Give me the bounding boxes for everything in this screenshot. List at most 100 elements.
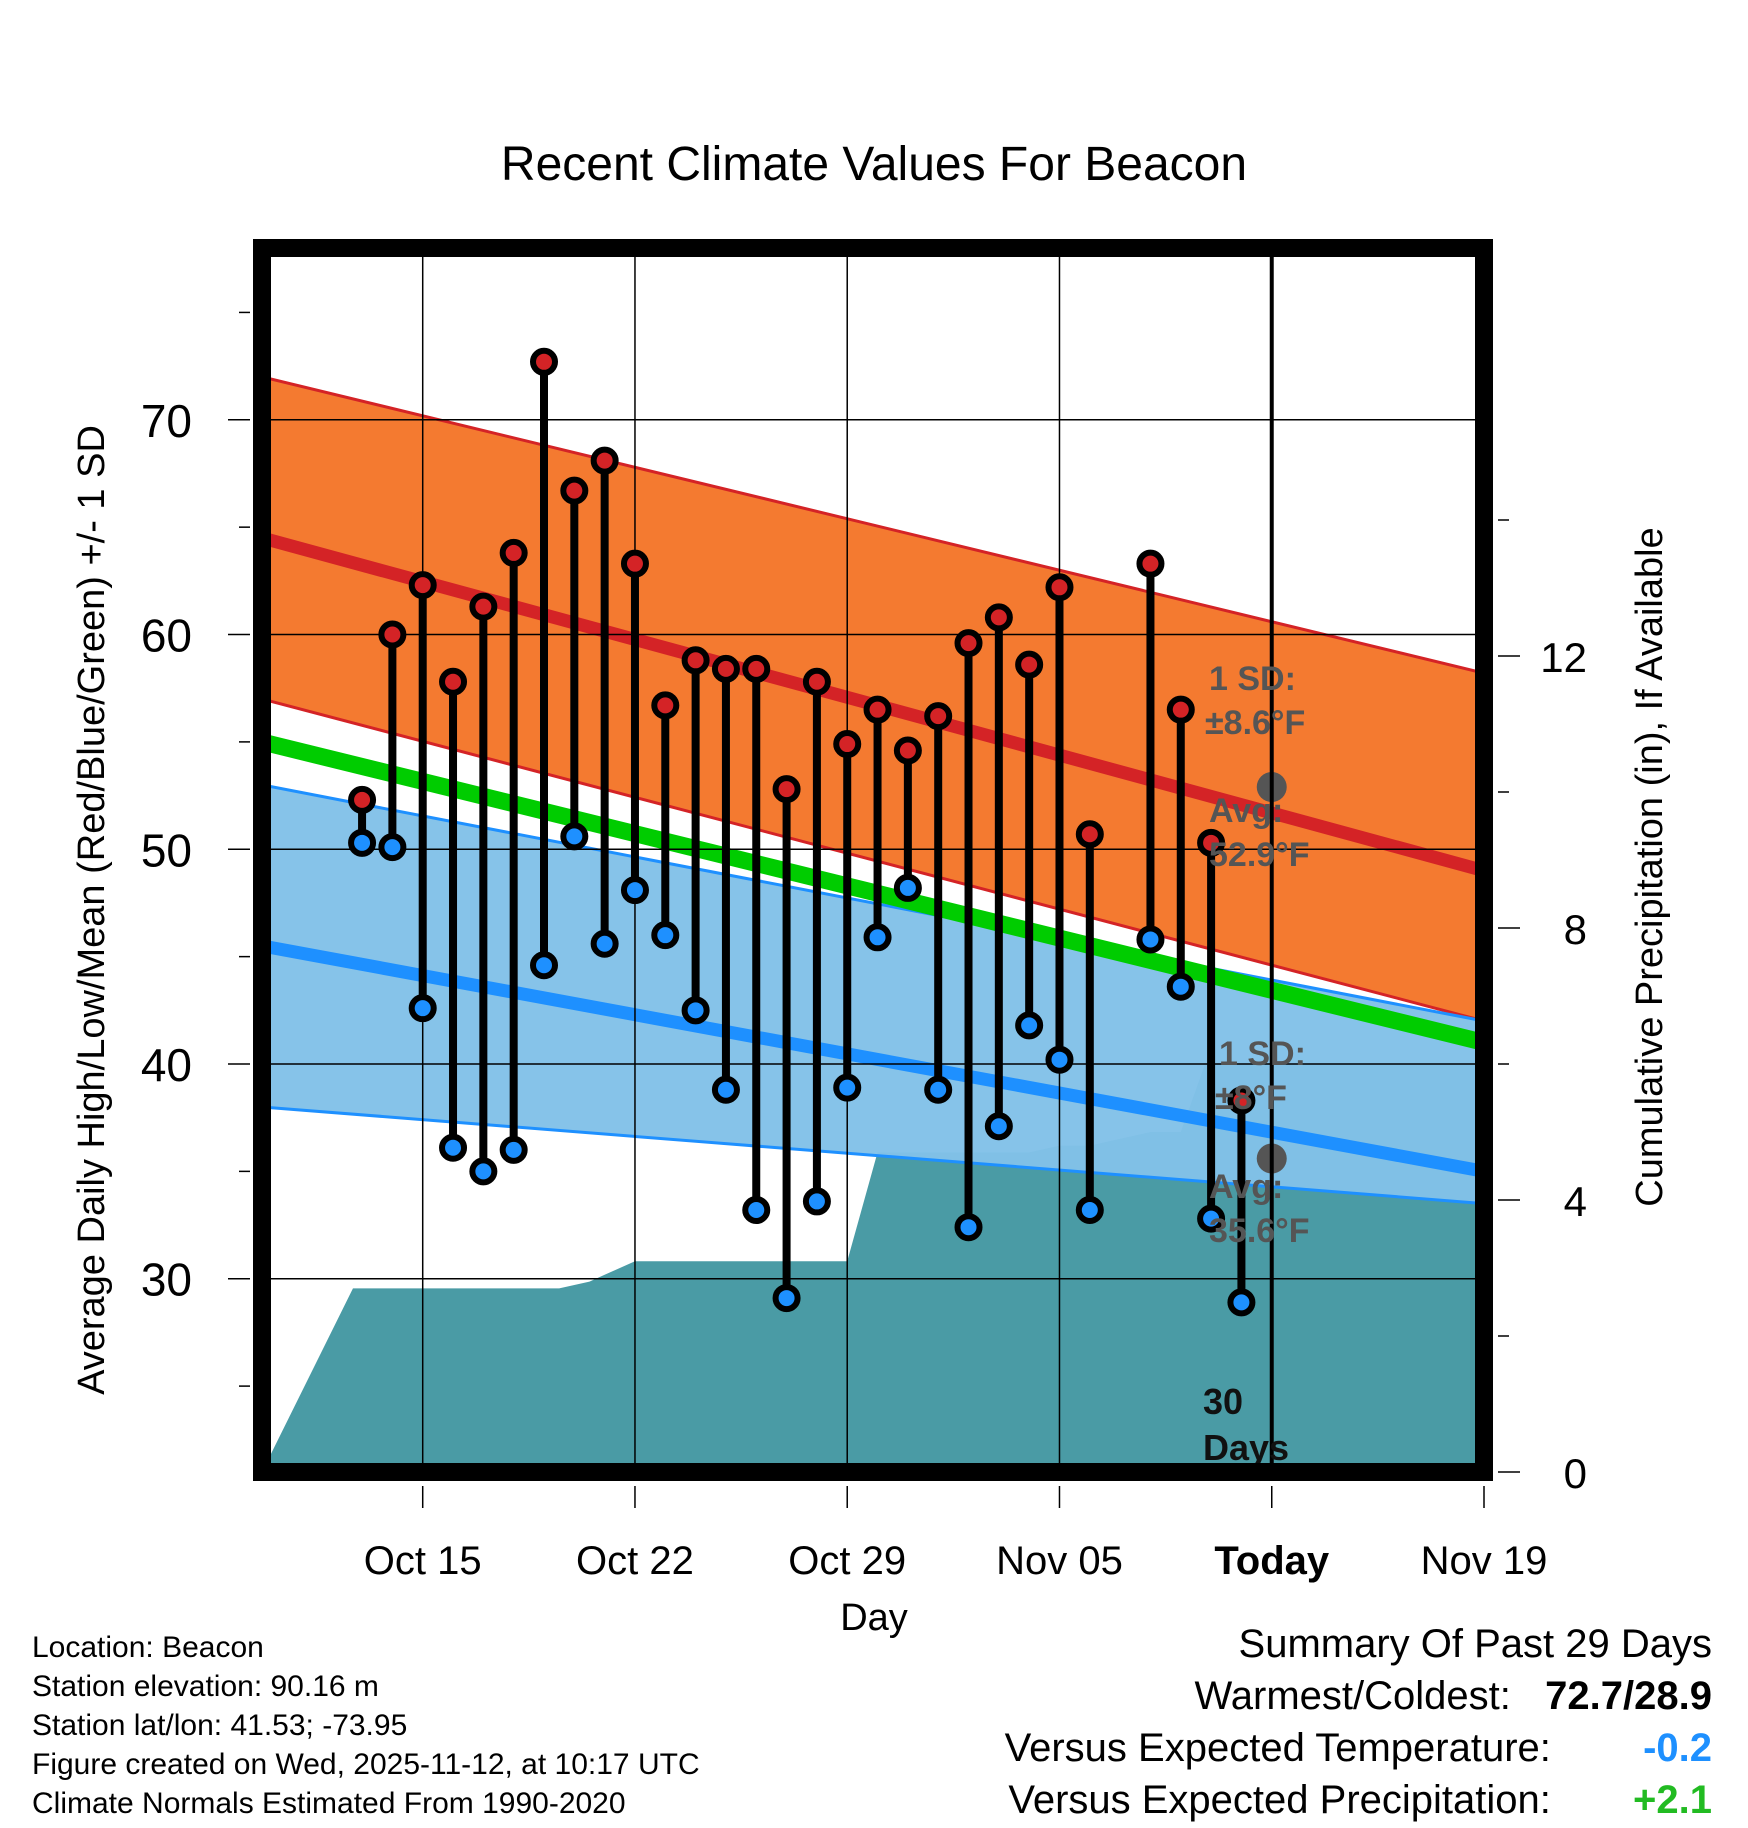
low-avg-value: 35.6°F [1209, 1212, 1310, 1250]
y2-tick-label: 12 [1540, 634, 1587, 681]
low-sd-label: 1 SD: [1219, 1035, 1306, 1073]
daily-low-point [1075, 1196, 1104, 1225]
x-tick-label: Today [1214, 1539, 1330, 1583]
daily-high-point [620, 549, 649, 578]
daily-high-point [1015, 650, 1044, 679]
daily-low-point [620, 876, 649, 905]
daily-low-point [711, 1075, 740, 1104]
daily-high-point [530, 347, 558, 376]
daily-temperature-marks [348, 347, 1256, 1317]
daily-low-point [1136, 925, 1165, 954]
daily-low-point [439, 1133, 468, 1162]
daily-high-point [651, 691, 680, 720]
precip-label: Versus Expected Precipitation: [1008, 1778, 1551, 1822]
y-axis-label: Average Daily High/Low/Mean (Red/Blue/Gr… [71, 425, 113, 1395]
normal-low-line [262, 939, 1484, 1178]
daily-low-point [863, 923, 892, 952]
daily-high-point [1075, 820, 1104, 849]
daily-high-point [499, 538, 528, 567]
plot-area [262, 248, 1484, 1472]
low-sd-lower-edge [262, 1105, 1484, 1206]
daily-low-point [1045, 1045, 1074, 1074]
daily-high-point [1197, 828, 1226, 857]
daily-high-point [1136, 549, 1165, 578]
high-avg-label: Avg: [1209, 792, 1283, 830]
daily-high-point [590, 446, 619, 475]
y-tick-label: 60 [141, 610, 192, 662]
daily-low-point [802, 1187, 831, 1216]
daily-low-point [1197, 1204, 1226, 1233]
daily-high-point [439, 667, 468, 696]
daily-low-point [530, 951, 558, 980]
daily-high-point [984, 603, 1013, 632]
daily-low-point [560, 822, 589, 851]
temp-value: -0.2 [1643, 1726, 1712, 1770]
daily-low-point [772, 1284, 801, 1313]
location-text: Location: Beacon [32, 1631, 264, 1664]
daily-high-point [833, 730, 862, 759]
daily-low-point [499, 1135, 528, 1164]
temp-label: Versus Expected Temperature: [1004, 1726, 1551, 1770]
y2-tick-label: 4 [1564, 1178, 1587, 1225]
daily-high-point [681, 646, 710, 675]
high-sd-lower-edge [262, 697, 1484, 1023]
station-metadata: Location: Beacon Station elevation: 90.1… [32, 1628, 700, 1823]
y-tick-label: 50 [141, 824, 192, 876]
high-sd-label: 1 SD: [1209, 660, 1296, 698]
plot-frame [253, 239, 1493, 1481]
daily-low-point [1015, 1011, 1044, 1040]
precip-value: +2.1 [1633, 1778, 1712, 1822]
daily-low-point [681, 996, 710, 1025]
normals-text: Climate Normals Estimated From 1990-2020 [32, 1787, 626, 1820]
daily-high-point [863, 695, 892, 724]
x-tick-label: Nov 19 [1421, 1539, 1548, 1583]
daily-low-point [469, 1157, 498, 1186]
summary-title: Summary Of Past 29 Days [1238, 1622, 1712, 1666]
latlon-text: Station lat/lon: 41.53; -73.95 [32, 1709, 408, 1742]
daily-high-point [560, 476, 589, 505]
x-tick-label: Oct 22 [576, 1539, 694, 1583]
daily-high-point [469, 592, 498, 621]
y2-tick-label: 0 [1564, 1450, 1587, 1497]
daily-high-point [348, 785, 377, 814]
days-word: Days [1203, 1427, 1289, 1468]
high-sd-upper-edge [262, 375, 1484, 675]
daily-low-point [924, 1075, 953, 1104]
summary-precipitation: Versus Expected Precipitation: +2.1 [1005, 1774, 1712, 1826]
elevation-text: Station elevation: 90.16 m [32, 1670, 379, 1703]
low-sd-upper-edge [262, 783, 1484, 1023]
daily-high-point [954, 629, 983, 658]
created-text: Figure created on Wed, 2025-11-12, at 10… [32, 1748, 700, 1781]
y-tick-label: 70 [141, 395, 192, 447]
daily-high-point [1227, 1086, 1256, 1115]
daily-low-point [590, 929, 619, 958]
daily-low-point [408, 994, 437, 1023]
summary-warm-cold: Warmest/Coldest: 72.7/28.9 [1005, 1670, 1713, 1722]
axes: 30 40 50 60 70 0 4 8 12 Oct 15 Oct 22 Oct 29 Nov 05 T… [141, 311, 1587, 1583]
chart-title: Recent Climate Values For Beacon [501, 138, 1247, 191]
high-sd-value: ±8.6°F [1205, 704, 1305, 742]
warm-cold-value: 72.7/28.9 [1545, 1674, 1712, 1718]
annotations: 1 SD: ±8.6°F Avg: 52.9°F 1 SD: ±8°F Avg:… [1203, 660, 1310, 1468]
y-tick-label: 30 [141, 1254, 192, 1306]
daily-high-point [772, 775, 801, 804]
daily-high-point [802, 667, 831, 696]
high-avg-value: 52.9°F [1209, 836, 1310, 874]
daily-low-point [984, 1112, 1013, 1141]
daily-low-point [893, 873, 922, 902]
daily-high-point [1045, 573, 1074, 602]
daily-high-point [742, 654, 771, 683]
low-avg-label: Avg: [1209, 1168, 1283, 1206]
daily-low-point [742, 1196, 771, 1225]
y2-tick-label: 8 [1564, 906, 1587, 953]
summary-temperature: Versus Expected Temperature: -0.2 [1005, 1722, 1712, 1774]
daily-low-point [1227, 1288, 1256, 1317]
daily-low-point [1166, 972, 1195, 1001]
warm-cold-label: Warmest/Coldest: [1194, 1674, 1511, 1718]
daily-high-point [924, 702, 953, 731]
low-sd-value: ±8°F [1215, 1079, 1287, 1117]
days-count: 30 [1203, 1381, 1243, 1422]
daily-high-point [378, 620, 407, 649]
daily-high-point [408, 571, 437, 600]
